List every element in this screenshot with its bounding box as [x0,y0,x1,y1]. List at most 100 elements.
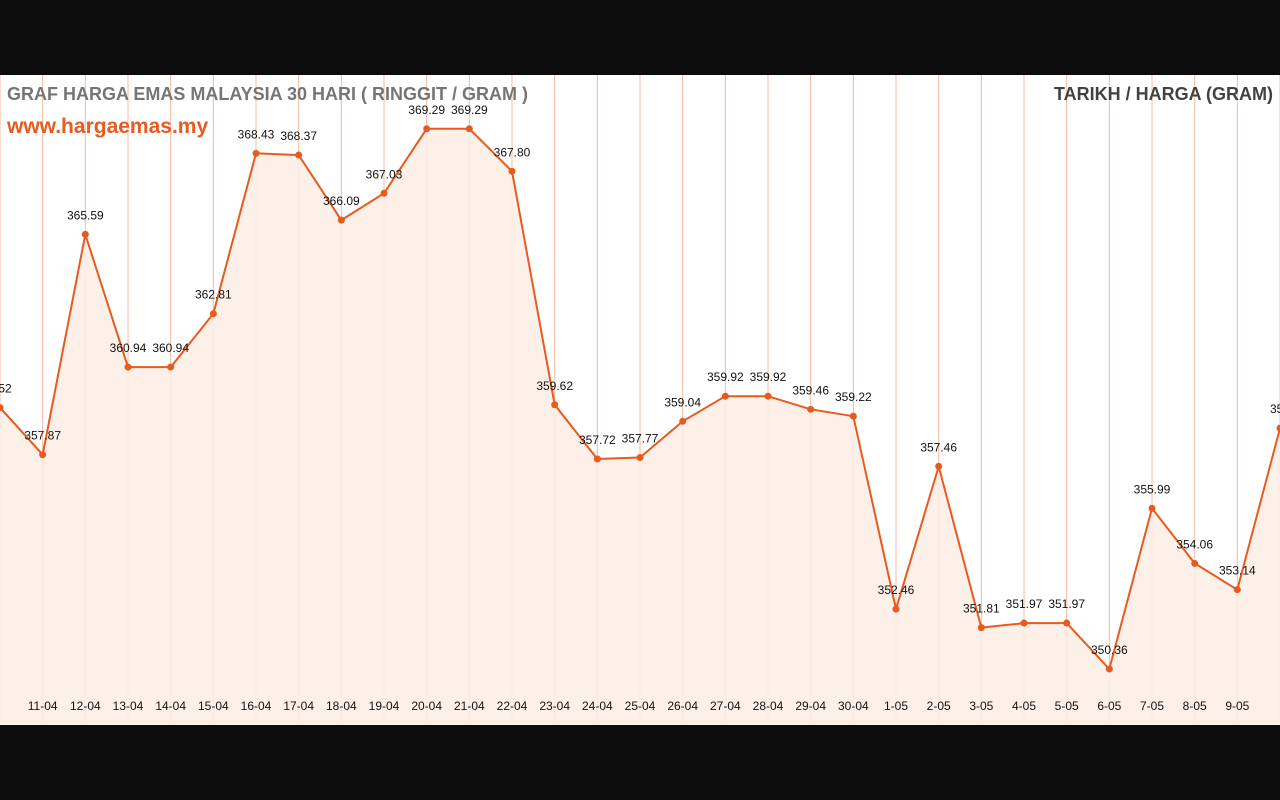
data-label: 359.92 [750,370,787,384]
data-label: 369.29 [451,103,488,117]
price-chart: 0.52 357.87 365.59 360.94 360.94 362.81 368.43… [0,75,1280,725]
site-link[interactable]: www.hargaemas.my [7,115,209,138]
data-point[interactable] [849,412,857,420]
data-point[interactable] [209,310,217,318]
data-point[interactable] [892,605,900,613]
data-label: 357.72 [579,433,616,447]
x-tick-label: 8-05 [1183,699,1207,713]
data-point[interactable] [1233,586,1241,594]
data-label: 362.81 [195,288,232,302]
data-point[interactable] [508,167,516,175]
x-tick-label: 9-05 [1225,699,1249,713]
data-label: 0.52 [0,382,12,396]
x-tick-label: 30-04 [838,699,869,713]
data-point[interactable] [124,363,132,371]
x-tick-label: 28-04 [753,699,784,713]
data-label: 359.22 [835,390,872,404]
data-label: 369.29 [408,103,445,117]
x-tick-label: 7-05 [1140,699,1164,713]
data-label: 367.03 [366,167,403,181]
data-point[interactable] [1148,504,1156,512]
data-label: 360.94 [152,341,189,355]
data-label: 365.59 [67,208,104,222]
data-point[interactable] [1020,619,1028,627]
x-tick-label: 22-04 [497,699,528,713]
data-label: 357.87 [24,429,61,443]
data-label: 368.37 [280,129,317,143]
data-point[interactable] [1276,424,1280,432]
data-point[interactable] [81,230,89,238]
data-label: 367.80 [494,145,531,159]
data-point[interactable] [764,392,772,400]
x-tick-label: 14-04 [155,699,186,713]
data-label: 355.99 [1134,482,1171,496]
data-point[interactable] [465,125,473,133]
data-point[interactable] [252,149,260,157]
chart-title: GRAF HARGA EMAS MALAYSIA 30 HARI ( RINGG… [7,84,529,104]
x-tick-label: 11-04 [28,699,58,713]
data-label: 352.46 [878,583,915,597]
x-tick-label: 26-04 [667,699,698,713]
data-point[interactable] [1105,665,1113,673]
x-tick-label: 6-05 [1097,699,1121,713]
data-points [0,125,1280,673]
data-point[interactable] [679,417,687,425]
x-tick-label: 16-04 [241,699,272,713]
data-point[interactable] [1191,559,1199,567]
data-label: 351.81 [963,602,1000,616]
data-point[interactable] [1063,619,1071,627]
data-point[interactable] [935,462,943,470]
x-tick-label: 24-04 [582,699,613,713]
data-point[interactable] [551,401,559,409]
chart-panel: 0.52 357.87 365.59 360.94 360.94 362.81 368.43… [0,75,1280,725]
data-label: 360.94 [110,341,147,355]
data-point[interactable] [636,454,644,462]
data-label: 350.36 [1091,643,1128,657]
x-tick-label: 21-04 [454,699,485,713]
data-point[interactable] [0,404,4,412]
data-point[interactable] [807,405,815,413]
x-tick-label: 3-05 [969,699,993,713]
x-tick-label: 20-04 [411,699,442,713]
x-tick-label: 4-05 [1012,699,1036,713]
x-tick-labels: 11-04 12-04 13-04 14-04 15-04 16-04 17-04 18-04… [28,699,1250,713]
x-tick-label: 1-05 [884,699,908,713]
x-tick-label: 19-04 [369,699,400,713]
data-point[interactable] [337,216,345,224]
data-label: 357.46 [920,440,957,454]
data-label: 368.43 [238,127,275,141]
x-tick-label: 27-04 [710,699,741,713]
x-tick-label: 29-04 [795,699,826,713]
data-label: 351.97 [1048,597,1085,611]
chart-legend: TARIKH / HARGA (GRAM) [1054,84,1273,104]
x-tick-label: 17-04 [283,699,314,713]
x-tick-label: 12-04 [70,699,101,713]
area-fill [0,128,1280,725]
data-point[interactable] [721,392,729,400]
data-label: 366.09 [323,194,360,208]
x-tick-label: 15-04 [198,699,229,713]
x-tick-label: 5-05 [1055,699,1079,713]
data-label: 358 [1270,402,1280,416]
x-tick-label: 2-05 [927,699,951,713]
x-tick-label: 25-04 [625,699,656,713]
data-point[interactable] [167,363,175,371]
data-point[interactable] [380,189,388,197]
data-labels: 0.52 357.87 365.59 360.94 360.94 362.81 368.43… [0,103,1280,657]
data-point[interactable] [39,451,47,459]
data-label: 359.92 [707,370,744,384]
data-point[interactable] [977,624,985,632]
data-label: 354.06 [1176,537,1213,551]
data-label: 359.46 [792,383,829,397]
data-label: 353.14 [1219,564,1256,578]
data-label: 357.77 [622,432,659,446]
data-point[interactable] [423,125,431,133]
data-label: 359.04 [664,395,701,409]
x-tick-label: 13-04 [113,699,144,713]
x-tick-label: 18-04 [326,699,357,713]
data-point[interactable] [295,151,303,159]
data-label: 359.62 [536,379,573,393]
data-label: 351.97 [1006,597,1043,611]
x-tick-label: 23-04 [539,699,570,713]
data-point[interactable] [593,455,601,463]
